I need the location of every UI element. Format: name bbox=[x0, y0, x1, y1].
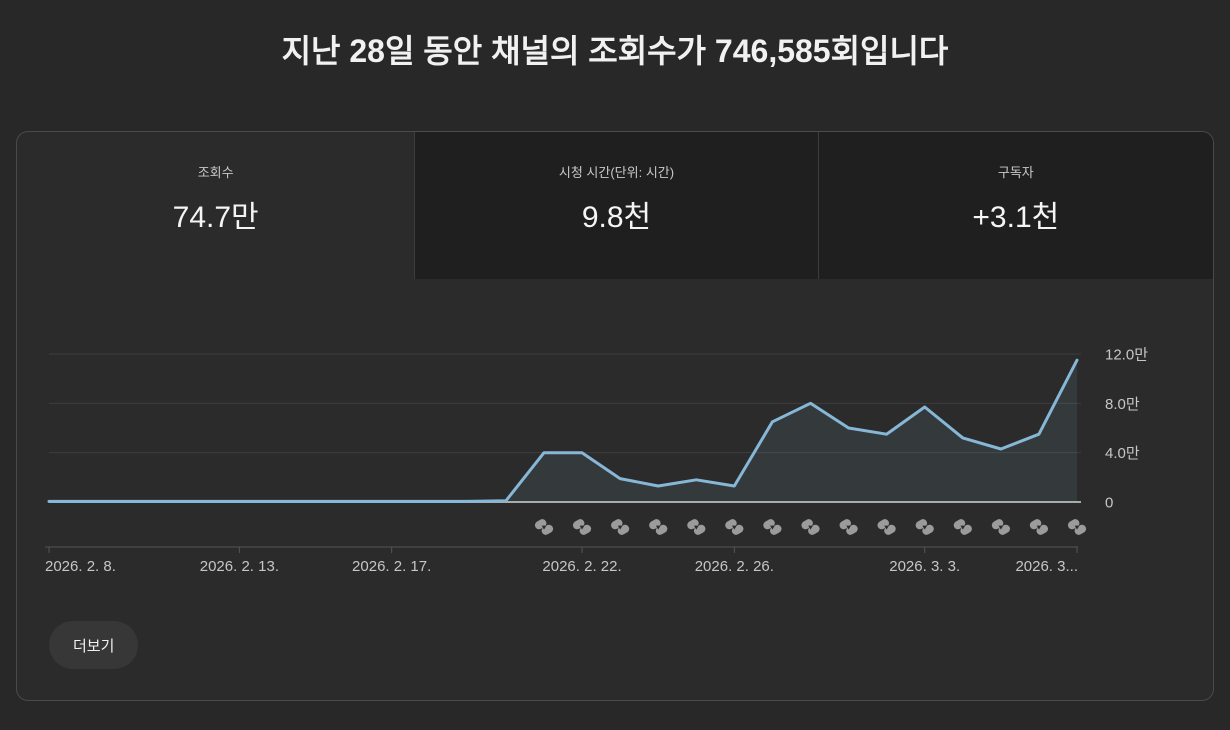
tab-watch-time-value: 9.8천 bbox=[581, 201, 652, 234]
views-area-fill bbox=[49, 360, 1077, 502]
shorts-icon[interactable] bbox=[914, 516, 935, 538]
shorts-icon[interactable] bbox=[571, 516, 592, 538]
x-axis-date-label: 2026. 3... bbox=[1015, 558, 1078, 575]
x-axis-date-label: 2026. 2. 8. bbox=[45, 558, 116, 575]
metric-tabs: 조회수 74.7만 시청 시간(단위: 시간) 9.8천 구독자 +3.1천 bbox=[17, 132, 1213, 279]
shorts-icon[interactable] bbox=[876, 516, 897, 538]
x-axis-date-label: 2026. 2. 17. bbox=[352, 558, 431, 575]
tab-views-label: 조회수 bbox=[197, 165, 234, 180]
shorts-icon[interactable] bbox=[724, 516, 745, 538]
shorts-icon[interactable] bbox=[686, 516, 707, 538]
tab-watch-time[interactable]: 시청 시간(단위: 시간) 9.8천 bbox=[414, 132, 818, 279]
tab-watch-time-label: 시청 시간(단위: 시간) bbox=[558, 165, 675, 180]
tab-subscribers-value: +3.1천 bbox=[972, 201, 1060, 234]
views-line-series bbox=[47, 358, 1079, 503]
shorts-icon[interactable] bbox=[1028, 516, 1049, 538]
y-axis-tick-label: 4.0만 bbox=[1105, 445, 1140, 462]
analytics-card: 조회수 74.7만 시청 시간(단위: 시간) 9.8천 구독자 +3.1천 0… bbox=[16, 131, 1214, 701]
shorts-icon[interactable] bbox=[952, 516, 973, 538]
page-title: 지난 28일 동안 채널의 조회수가 746,585회입니다 bbox=[281, 33, 949, 69]
shorts-icon[interactable] bbox=[610, 516, 631, 538]
tab-views[interactable]: 조회수 74.7만 bbox=[17, 132, 414, 279]
y-axis-tick-label: 8.0만 bbox=[1105, 396, 1140, 413]
tab-views-value: 74.7만 bbox=[172, 201, 259, 234]
shorts-icon[interactable] bbox=[648, 516, 669, 538]
shorts-icon[interactable] bbox=[838, 516, 859, 538]
x-axis-date-label: 2026. 2. 26. bbox=[695, 558, 774, 575]
tab-subscribers[interactable]: 구독자 +3.1천 bbox=[817, 132, 1213, 279]
y-axis-tick-label: 12.0만 bbox=[1105, 347, 1148, 364]
x-axis-date-label: 2026. 2. 13. bbox=[200, 558, 279, 575]
views-line-chart[interactable]: 0 4.0만 8.0만 12.0만 2026. 2. 8. 2026. 2. 13. 202… bbox=[17, 331, 1214, 591]
views-chart[interactable]: 0 4.0만 8.0만 12.0만 2026. 2. 8. 2026. 2. 13. 202… bbox=[17, 331, 1214, 591]
shorts-icon[interactable] bbox=[762, 516, 783, 538]
tab-subscribers-label: 구독자 bbox=[997, 165, 1034, 180]
shorts-icon[interactable] bbox=[1066, 516, 1087, 538]
x-axis-date-label: 2026. 2. 22. bbox=[542, 558, 621, 575]
shorts-icon[interactable] bbox=[800, 516, 821, 538]
y-axis-tick-label: 0 bbox=[1105, 495, 1113, 512]
shorts-icon[interactable] bbox=[533, 516, 554, 538]
x-axis-date-label: 2026. 3. 3. bbox=[889, 558, 960, 575]
see-more-button[interactable]: 더보기 bbox=[49, 621, 139, 669]
shorts-icon[interactable] bbox=[990, 516, 1011, 538]
